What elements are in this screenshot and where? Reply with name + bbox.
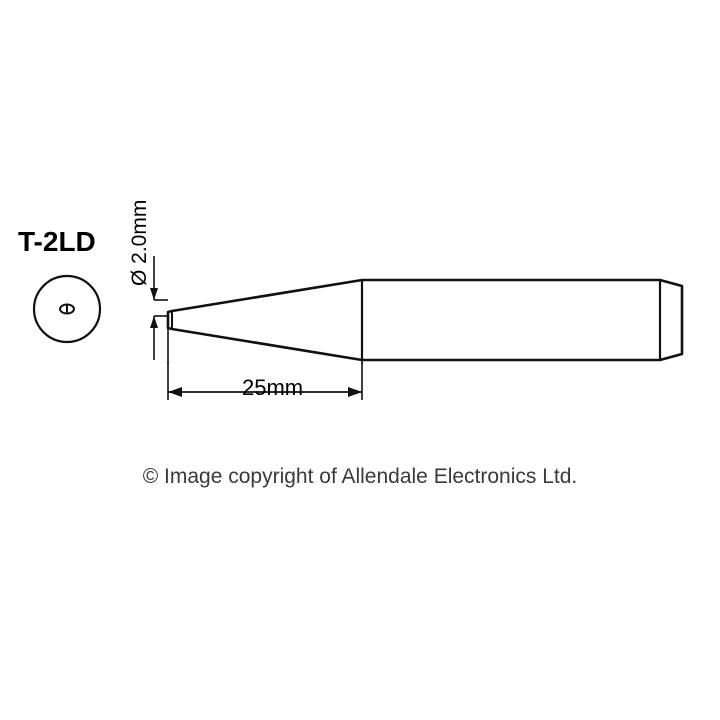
length-label: 25mm bbox=[242, 375, 303, 401]
copyright-text: © Image copyright of Allendale Electroni… bbox=[0, 465, 720, 489]
part-number-label: T-2LD bbox=[18, 226, 96, 258]
cross-section-icon bbox=[30, 272, 104, 346]
diagram-stage: T-2LD Ø 2.0mm bbox=[0, 0, 720, 720]
soldering-tip-profile bbox=[162, 276, 690, 364]
